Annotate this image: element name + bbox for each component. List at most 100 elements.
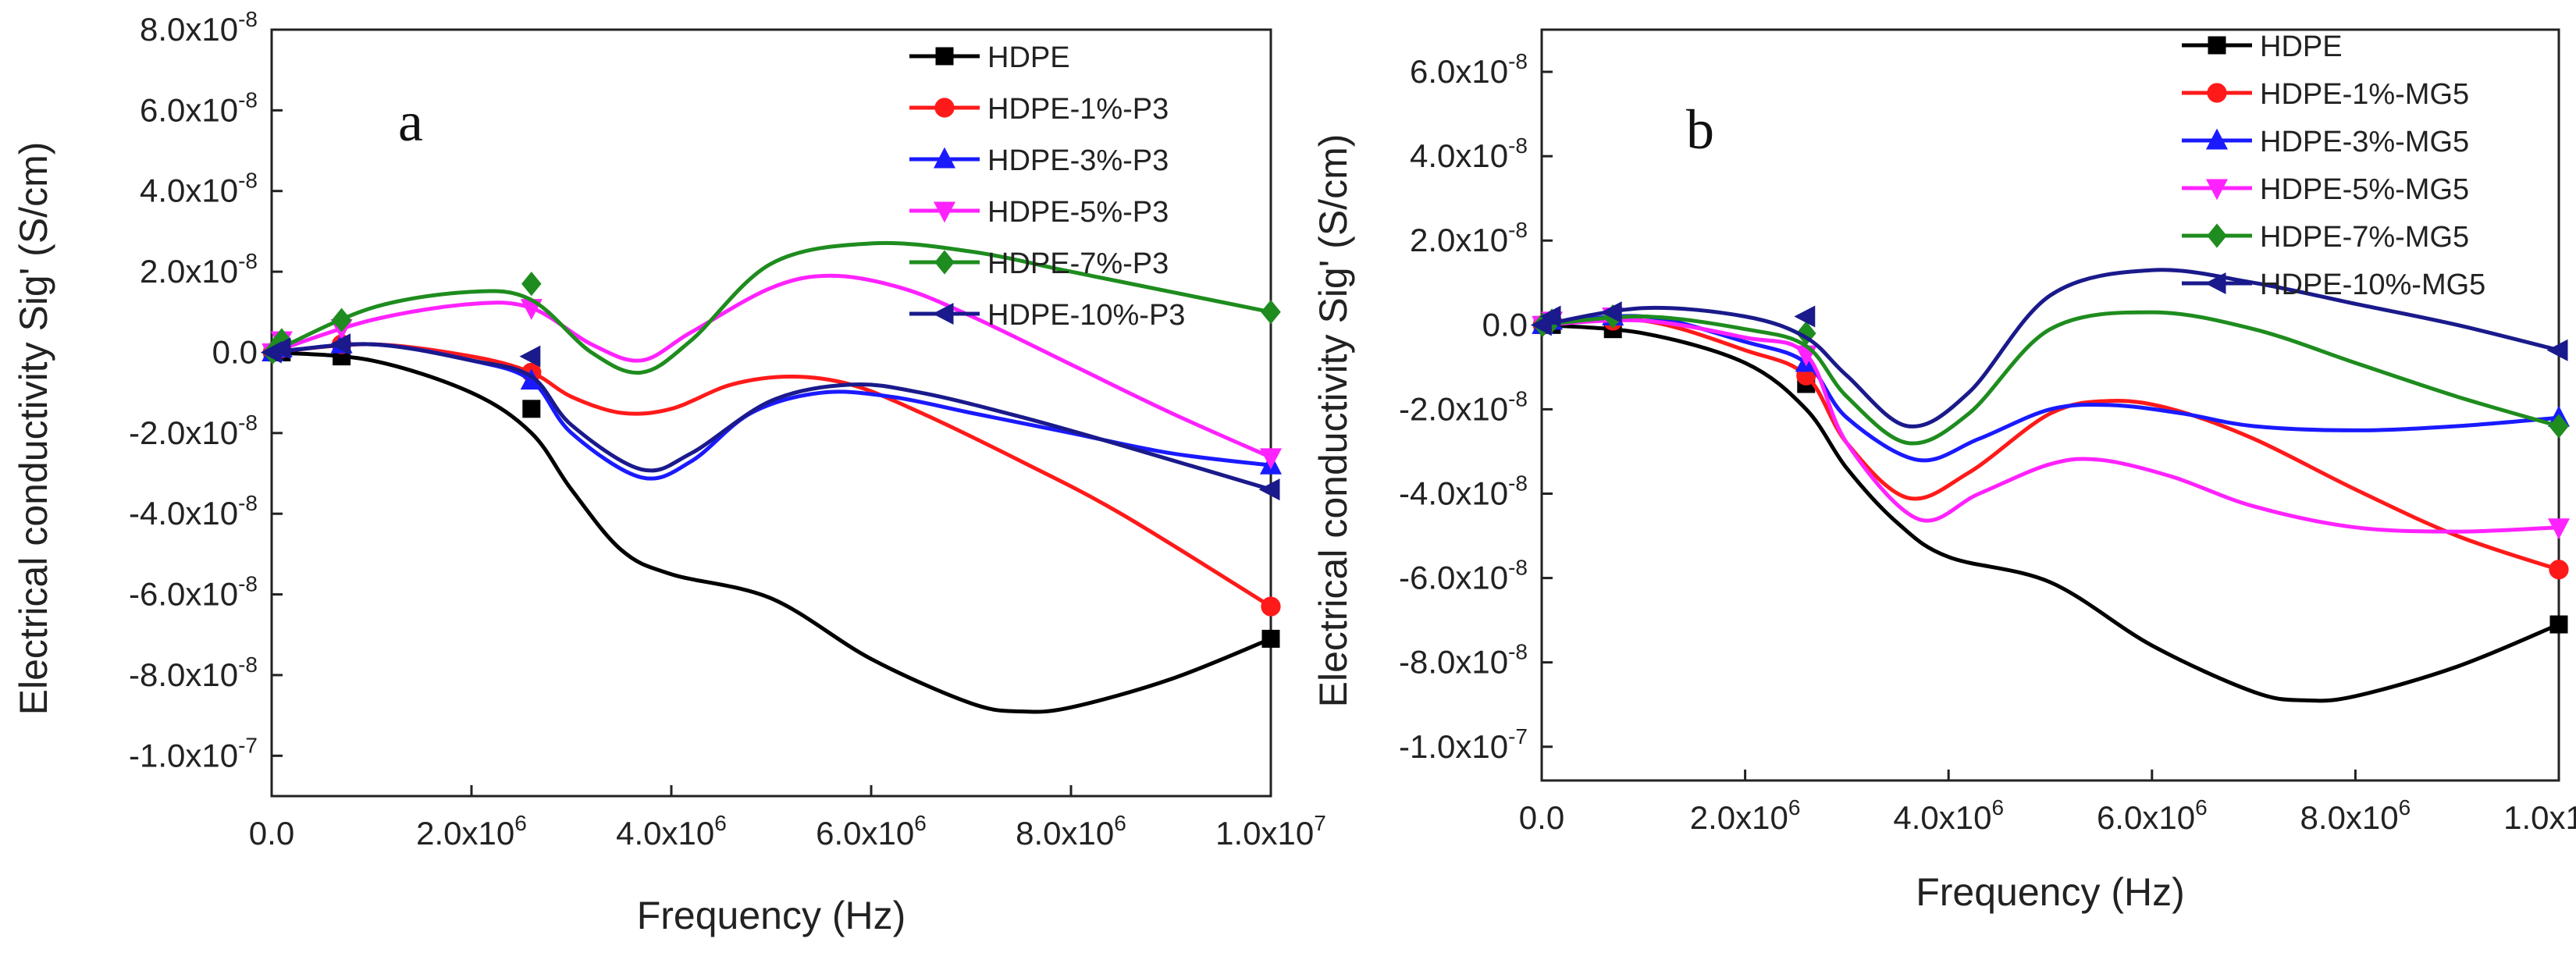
panel-b-x-axis-title: Frequency (Hz) (1916, 870, 2185, 914)
panel-b-legend-label: HDPE-1%-MG5 (2260, 78, 2469, 111)
panel-a-legend: HDPE HDPE-1%-P3 HDPE-3%-P3 HDPE-5%-P3 HDPE-7… (909, 41, 1185, 332)
panel-b-legend-label: HDPE (2260, 30, 2343, 63)
panel-b-x-tick-label: 2.0x106 (1690, 795, 1801, 836)
panel-a-data-point (521, 271, 542, 297)
panel-a-series-line (269, 342, 1273, 481)
panel-a-data-point (1258, 478, 1280, 501)
panel-a-data-point (331, 308, 352, 332)
panel-b-data-point (1794, 305, 1816, 328)
panel-a-legend-swatch-marker (932, 302, 954, 325)
panel-a-legend-swatch-marker (935, 47, 954, 66)
panel-b-y-tick-label: -1.0x10-7 (1399, 724, 1528, 765)
panel-b-x-tick-label: 6.0x106 (2097, 795, 2208, 836)
panel-b-series-line (1539, 268, 2561, 428)
panel-a-data-point (269, 337, 291, 360)
panel-a-series-line (269, 342, 1273, 609)
panel-b-y-tick-label: -2.0x10-8 (1399, 386, 1528, 427)
panel-a-data-point (519, 345, 541, 368)
panel-b-series-0 (1533, 315, 2568, 703)
panel-a-series-2 (262, 332, 1283, 481)
panel-b-y-axis-title: Electrical conductivity Sig' (S/cm) (1311, 134, 1355, 708)
panel-b-data-point (2549, 615, 2568, 634)
panel-a-series-4 (262, 240, 1281, 375)
panel-b-legend: HDPE HDPE-1%-MG5 HDPE-3%-MG5 HDPE-5%-MG5 HDP… (2182, 30, 2485, 301)
panel-a-y-tick-label: -2.0x10-8 (129, 411, 258, 451)
panel-a-panel-letter: a (398, 91, 423, 153)
panel-a-legend-label: HDPE (987, 41, 1070, 74)
panel-a-legend-swatch-marker (933, 147, 956, 169)
panel-a-x-tick-label: 2.0x106 (416, 811, 527, 852)
panel-a-series-line (269, 240, 1273, 375)
panel-b-y-tick-label: 0.0 (1482, 306, 1528, 343)
panel-a-series-line (269, 342, 1273, 492)
panel-a-x-tick-label: 0.0 (249, 815, 294, 852)
panel-a-x-axis-title: Frequency (Hz) (637, 894, 906, 937)
panel-b-legend-swatch-marker (2208, 36, 2226, 55)
panel-b-y-tick-label: -4.0x10-8 (1399, 471, 1528, 511)
panel-b-series-line (1539, 314, 2561, 463)
panel-a-y-axis-title: Electrical conductivity Sig' (S/cm) (12, 142, 55, 716)
panel-a-y-tick-label: -6.0x10-8 (129, 572, 258, 613)
panel-a-series-1 (262, 334, 1281, 617)
panel-a-legend-swatch-marker (934, 98, 955, 118)
panel-a-y-tick-label: 6.0x10-8 (140, 87, 258, 128)
panel-a-y-tick-label: 4.0x10-8 (140, 169, 258, 209)
panel-a-y-tick-label: -8.0x10-8 (129, 652, 258, 693)
panel-b-data-point (2547, 518, 2571, 540)
panel-a-legend-label: HDPE-1%-P3 (987, 93, 1169, 126)
panel-b-legend-swatch-marker (2207, 83, 2227, 103)
panel-a-data-point (1261, 596, 1281, 617)
panel-b-series-5 (1530, 268, 2568, 428)
panel-b-legend-swatch-marker (2205, 128, 2229, 150)
panel-b-y-tick-label: 6.0x10-8 (1410, 49, 1528, 90)
panel-a-legend-swatch-marker (934, 250, 955, 275)
panel-b-y-tick-label: -8.0x10-8 (1399, 640, 1528, 681)
panel-b-legend-label: HDPE-5%-MG5 (2260, 173, 2469, 206)
panel-b-data-point (1600, 301, 1622, 324)
panel-a-data-point (1261, 300, 1281, 325)
panel-b-data-point (2546, 339, 2568, 361)
panel-a-legend-label: HDPE-5%-P3 (987, 196, 1169, 229)
panel-b-data-point (2549, 560, 2569, 580)
panel-b-series-line (1539, 322, 2561, 703)
panel-b-legend-label: HDPE-7%-MG5 (2260, 221, 2469, 254)
panel-a-series-line (269, 350, 1273, 714)
panel-b-y-tick-label: -6.0x10-8 (1399, 556, 1528, 596)
panel-a-series-line (269, 273, 1273, 460)
panel-a-data-point (1261, 629, 1280, 648)
panel-b-data-point (2549, 414, 2569, 439)
panel-a-plot-frame (270, 28, 1272, 798)
panel-b-panel-letter: b (1686, 98, 1714, 161)
panel-b-x-tick-label: 0.0 (1519, 799, 1564, 836)
panel-a-y-tick-label: 2.0x10-8 (140, 249, 258, 290)
panel-a-data-point (329, 333, 351, 356)
panel-a-y-tick-label: 0.0 (212, 333, 258, 370)
panel-a-x-tick-label: 4.0x106 (616, 811, 727, 852)
panel-a-data-point (1259, 448, 1283, 470)
panel-b-y-tick-label: 2.0x10-8 (1410, 218, 1528, 258)
panel-b-series-line (1539, 317, 2561, 572)
panel-b-legend-label: HDPE-10%-MG5 (2260, 268, 2485, 301)
panel-a-legend-label: HDPE-3%-P3 (987, 144, 1169, 177)
panel-b-series-1 (1532, 311, 2569, 580)
panel-b-x-tick-label: 4.0x106 (1893, 795, 2004, 836)
panel-a-y-tick-label: -1.0x10-7 (129, 733, 258, 773)
panel-b-y-tick-label: 4.0x10-8 (1410, 133, 1528, 174)
panel-b-chart: 6.0x10-8 4.0x10-8 2.0x10-8 0.0 -2.0x10-8 -4.0… (1311, 28, 2576, 914)
panel-a-legend-label: HDPE-10%-P3 (987, 299, 1185, 332)
panel-b-series-line (1539, 310, 2561, 446)
panel-a-legend-swatch-marker (933, 201, 956, 223)
panel-b-plot-frame (1540, 28, 2560, 782)
panel-a-series-5 (260, 333, 1280, 501)
panel-b-legend-label: HDPE-3%-MG5 (2260, 126, 2469, 158)
panel-a-x-tick-label: 8.0x106 (1016, 811, 1126, 852)
panel-a-data-point (522, 400, 541, 418)
panel-a-legend-label: HDPE-7%-P3 (987, 247, 1169, 280)
panel-b-legend-swatch-marker (2204, 272, 2226, 295)
panel-b-x-tick-label: 8.0x106 (2300, 795, 2411, 836)
panel-a-x-tick-label: 6.0x106 (816, 811, 927, 852)
panel-b-legend-swatch-marker (2205, 179, 2229, 201)
panel-a-chart: 8.0x10-8 6.0x10-8 4.0x10-8 2.0x10-8 0.0 -2.0x… (12, 7, 1326, 937)
panel-b-data-point (1539, 305, 1561, 328)
